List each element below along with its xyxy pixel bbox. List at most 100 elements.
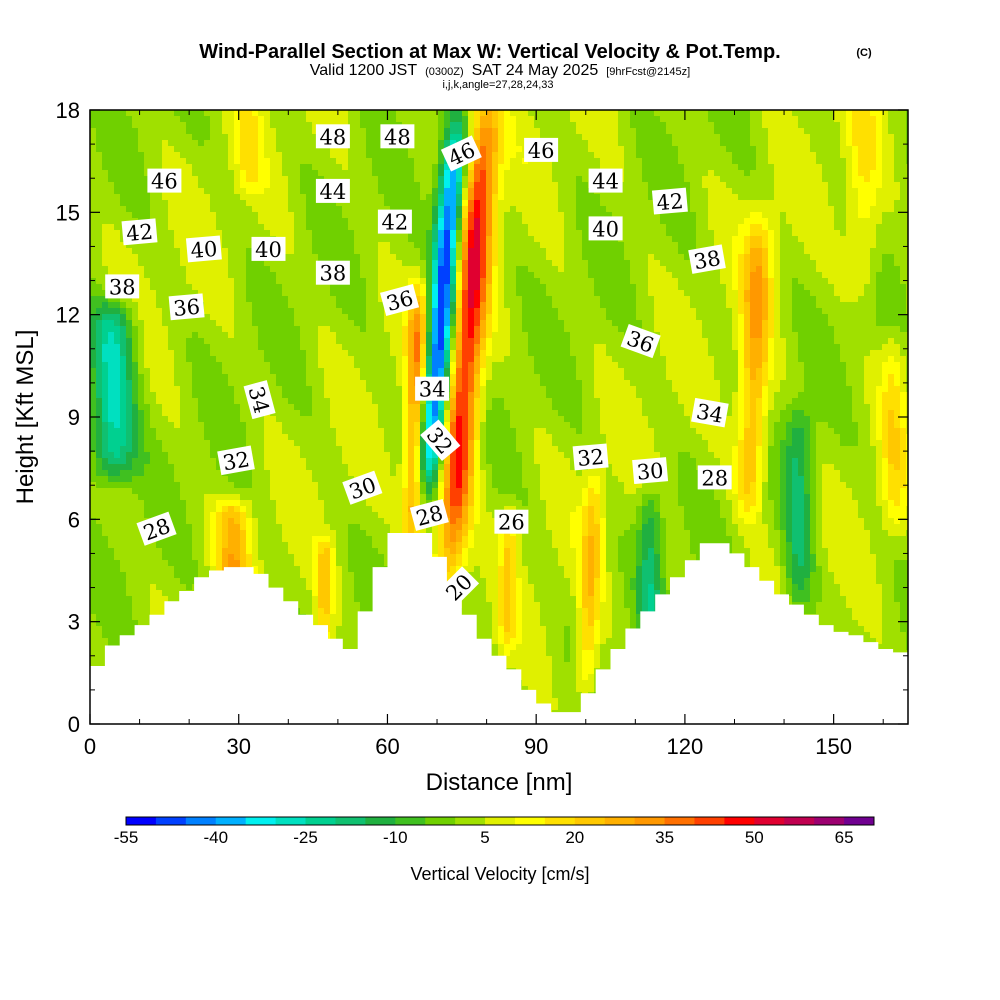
velocity-cell [546,272,553,279]
velocity-cell [474,116,481,123]
velocity-cell [240,230,247,237]
velocity-cell [582,158,589,165]
velocity-cell [120,314,127,321]
velocity-cell [588,296,595,303]
velocity-cell [150,242,157,249]
velocity-cell [774,236,781,243]
velocity-cell [174,116,181,123]
velocity-cell [114,230,121,237]
velocity-cell [150,116,157,123]
velocity-cell [294,224,301,231]
velocity-cell [672,230,679,237]
velocity-cell [900,194,907,201]
velocity-cell [402,254,409,261]
velocity-cell [750,134,757,141]
velocity-cell [792,140,799,147]
velocity-cell [204,182,211,189]
velocity-cell [810,182,817,189]
velocity-cell [678,296,685,303]
velocity-cell [126,200,133,207]
velocity-cell [282,158,289,165]
velocity-cell [660,224,667,231]
velocity-cell [720,170,727,177]
velocity-cell [732,308,739,315]
velocity-cell [348,146,355,153]
velocity-cell [552,236,559,243]
velocity-cell [294,266,301,273]
velocity-cell [366,122,373,129]
velocity-cell [816,206,823,213]
velocity-cell [858,284,865,291]
velocity-cell [894,128,901,135]
velocity-cell [318,230,325,237]
velocity-cell [822,260,829,267]
velocity-cell [126,182,133,189]
velocity-cell [804,212,811,219]
velocity-cell [396,326,403,333]
velocity-cell [150,248,157,255]
velocity-cell [222,164,229,171]
velocity-cell [414,116,421,123]
velocity-cell [696,200,703,207]
velocity-cell [414,314,421,321]
velocity-cell [486,164,493,171]
velocity-cell [594,194,601,201]
velocity-cell [204,290,211,297]
velocity-cell [816,164,823,171]
velocity-cell [420,320,427,327]
velocity-cell [642,176,649,183]
velocity-cell [180,122,187,129]
velocity-cell [246,212,253,219]
velocity-cell [774,188,781,195]
velocity-cell [648,278,655,285]
velocity-cell [510,314,517,321]
velocity-cell [564,320,571,327]
velocity-cell [102,230,109,237]
velocity-cell [102,164,109,171]
velocity-cell [894,122,901,129]
velocity-cell [204,206,211,213]
velocity-cell [138,308,145,315]
velocity-cell [780,308,787,315]
velocity-cell [654,140,661,147]
velocity-cell [264,320,271,327]
velocity-cell [432,176,439,183]
velocity-cell [516,266,523,273]
velocity-cell [414,158,421,165]
velocity-cell [528,134,535,141]
velocity-cell [144,164,151,171]
velocity-cell [246,248,253,255]
velocity-cell [156,218,163,225]
velocity-cell [366,320,373,327]
velocity-cell [594,152,601,159]
velocity-cell [468,236,475,243]
velocity-cell [204,170,211,177]
velocity-cell [204,116,211,123]
velocity-cell [660,110,667,117]
velocity-cell [138,164,145,171]
velocity-cell [198,110,205,117]
velocity-cell [264,266,271,273]
velocity-cell [744,284,751,291]
velocity-cell [438,116,445,123]
velocity-cell [672,320,679,327]
velocity-cell [258,230,265,237]
velocity-cell [366,110,373,117]
velocity-cell [522,236,529,243]
velocity-cell [456,230,463,237]
velocity-cell [360,188,367,195]
velocity-cell [420,284,427,291]
velocity-cell [708,152,715,159]
velocity-cell [798,158,805,165]
velocity-cell [828,236,835,243]
velocity-cell [660,134,667,141]
velocity-cell [564,224,571,231]
velocity-cell [630,188,637,195]
velocity-cell [612,260,619,267]
velocity-cell [168,128,175,135]
velocity-cell [768,284,775,291]
velocity-cell [210,212,217,219]
velocity-cell [198,218,205,225]
velocity-cell [264,152,271,159]
velocity-cell [864,320,871,327]
